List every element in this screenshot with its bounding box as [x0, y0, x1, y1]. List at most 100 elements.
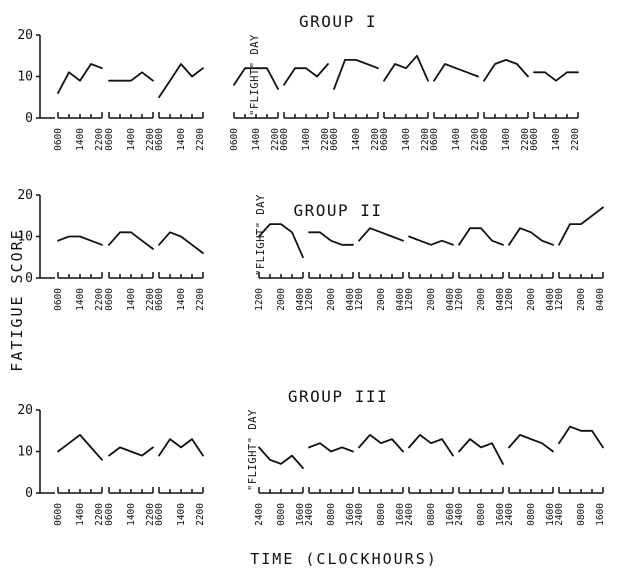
x-tick-label: 0800: [476, 503, 487, 526]
day-9: 1200 2000 0400: [504, 228, 556, 311]
x-tick-label: 2400: [504, 503, 515, 526]
day-2: 0600 1400 2200: [104, 72, 156, 151]
day-1: 0600 1400 2200: [53, 237, 105, 311]
day-series-line: [58, 64, 102, 93]
x-tick-label: 1200: [454, 288, 465, 311]
x-tick-label: 0600: [429, 128, 440, 151]
x-tick-label: 0600: [104, 128, 115, 151]
x-tick-label: 0400: [595, 288, 606, 311]
x-tick-label: 1400: [351, 128, 362, 151]
x-tick-label: 1400: [176, 503, 187, 526]
x-tick-label: 1200: [404, 288, 415, 311]
x-tick-label: 1400: [251, 128, 262, 151]
day-series-line: [359, 435, 403, 452]
day-9: 2400 0800 1600: [504, 435, 556, 526]
x-tick-label: 0600: [279, 128, 290, 151]
x-tick-label: 0800: [326, 503, 337, 526]
panel-title: GROUP I: [299, 12, 377, 31]
x-tick-label: 0600: [529, 128, 540, 151]
x-tick-label: 2000: [326, 288, 337, 311]
x-tick-label: 1400: [176, 288, 187, 311]
day-1: 0600 1400 2200: [53, 64, 105, 151]
x-tick-label: 0800: [576, 503, 587, 526]
day-8: 0600 1400 2200: [429, 64, 481, 151]
panel-title: GROUP II: [293, 201, 382, 220]
x-tick-label: 2000: [476, 288, 487, 311]
x-tick-label: 1200: [254, 288, 265, 311]
day-series-line: [58, 237, 102, 245]
x-tick-label: 0600: [154, 128, 165, 151]
day-series-line: [434, 64, 478, 81]
y-tick-label: 10: [17, 230, 33, 245]
day-5: 2400 0800 1600: [304, 443, 356, 526]
day-9: 0600 1400 2200: [479, 60, 531, 151]
day-series-line: [159, 64, 203, 97]
x-tick-label: 1400: [126, 128, 137, 151]
x-tick-label: 2400: [304, 503, 315, 526]
day-series-line: [58, 435, 102, 460]
x-tick-label: 2400: [254, 503, 265, 526]
x-tick-label: 1400: [75, 128, 86, 151]
day-series-line: [159, 232, 203, 253]
day-series-line: [259, 447, 303, 468]
day-series-line: [159, 439, 203, 456]
x-tick-label: 2000: [276, 288, 287, 311]
x-tick-label: 0600: [154, 288, 165, 311]
x-tick-label: 2000: [526, 288, 537, 311]
x-tick-label: 1400: [126, 503, 137, 526]
flight-day-label: "FLIGHT" DAY: [247, 409, 259, 491]
y-tick-label: 20: [17, 188, 33, 203]
x-tick-label: 1200: [354, 288, 365, 311]
y-tick-label: 0: [25, 486, 33, 501]
x-tick-label: 2200: [195, 128, 206, 151]
x-tick-label: 1400: [501, 128, 512, 151]
day-series-line: [409, 435, 453, 456]
day-series-line: [334, 60, 378, 89]
y-tick-label: 20: [17, 403, 33, 418]
y-tick-label: 0: [25, 271, 33, 286]
x-tick-label: 1200: [504, 288, 515, 311]
day-series-line: [384, 56, 428, 81]
y-tick-label: 0: [25, 111, 33, 126]
x-tick-label: 0600: [104, 288, 115, 311]
x-tick-label: 0600: [53, 128, 64, 151]
x-tick-label: 2200: [570, 128, 581, 151]
day-3: 0600 1400 2200: [154, 64, 206, 151]
day-series-line: [459, 439, 503, 464]
x-tick-label: 2200: [195, 288, 206, 311]
day-8: 2400 0800 1600: [454, 439, 506, 526]
day-6: 1200 2000 0400: [354, 228, 406, 311]
y-tick-label: 10: [17, 70, 33, 85]
x-tick-label: 0600: [154, 503, 165, 526]
day-series-line: [459, 228, 503, 245]
day-series-line: [484, 60, 528, 81]
day-1: 0600 1400 2200: [53, 435, 105, 526]
x-tick-label: 2400: [454, 503, 465, 526]
x-tick-label: 0800: [426, 503, 437, 526]
day-series-line: [559, 427, 603, 448]
x-tick-label: 0600: [53, 503, 64, 526]
x-tick-label: 0600: [379, 128, 390, 151]
x-tick-label: 2000: [426, 288, 437, 311]
day-8: 1200 2000 0400: [454, 228, 506, 311]
day-series-line: [559, 207, 603, 244]
day-5: 1200 2000 0400: [304, 232, 356, 311]
x-tick-label: 0600: [329, 128, 340, 151]
day-6: 0600 1400 2200: [329, 60, 381, 151]
day-3: 0600 1400 2200: [154, 439, 206, 526]
x-tick-label: 1400: [551, 128, 562, 151]
x-tick-label: 2400: [404, 503, 415, 526]
panel-title: GROUP III: [288, 387, 388, 406]
day-6: 2400 0800 1600: [354, 435, 406, 526]
day-series-line: [109, 232, 153, 249]
x-tick-label: 1600: [595, 503, 606, 526]
x-tick-label: 2000: [376, 288, 387, 311]
day-7: 0600 1400 2200: [379, 56, 431, 151]
day-series-line: [359, 228, 403, 241]
x-tick-label: 2000: [576, 288, 587, 311]
y-axis-label: FATIGUE SCORE: [8, 228, 26, 371]
